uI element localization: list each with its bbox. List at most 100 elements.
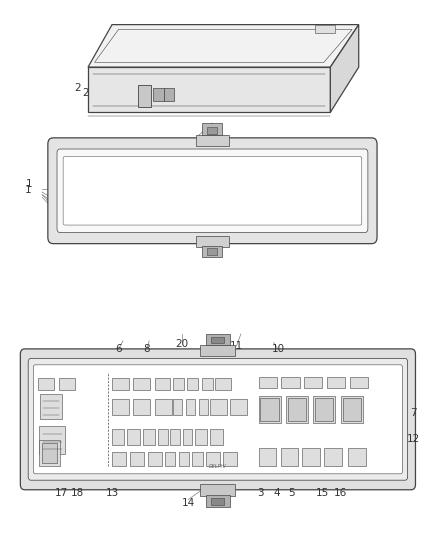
Polygon shape: [330, 25, 359, 112]
Bar: [211, 498, 224, 505]
Bar: [350, 376, 368, 388]
Text: 17: 17: [55, 489, 68, 498]
Bar: [211, 337, 224, 343]
Bar: [230, 399, 247, 415]
Bar: [315, 25, 335, 33]
Bar: [133, 399, 150, 415]
Text: 8: 8: [144, 344, 150, 354]
Bar: [282, 376, 300, 388]
Bar: [40, 393, 62, 419]
Bar: [39, 440, 60, 466]
Bar: [201, 378, 212, 390]
Bar: [206, 334, 230, 345]
Bar: [158, 429, 168, 445]
FancyBboxPatch shape: [63, 157, 362, 225]
Bar: [148, 451, 162, 466]
Text: 1: 1: [25, 185, 31, 196]
Text: 1: 1: [26, 179, 32, 189]
Text: 9: 9: [30, 418, 37, 429]
Bar: [304, 376, 322, 388]
Bar: [200, 345, 235, 357]
Bar: [155, 378, 170, 390]
Bar: [223, 451, 237, 466]
Polygon shape: [88, 25, 359, 67]
Bar: [348, 448, 366, 466]
FancyBboxPatch shape: [57, 149, 368, 232]
Text: 3: 3: [257, 489, 264, 498]
Bar: [259, 396, 281, 423]
Bar: [341, 396, 363, 423]
Bar: [199, 399, 208, 415]
Bar: [206, 495, 230, 507]
Bar: [59, 378, 75, 390]
Bar: [302, 448, 320, 466]
FancyBboxPatch shape: [28, 359, 408, 480]
Bar: [281, 448, 298, 466]
Bar: [173, 378, 184, 390]
Bar: [195, 429, 207, 445]
FancyBboxPatch shape: [33, 365, 403, 474]
Polygon shape: [88, 67, 330, 112]
Bar: [196, 135, 229, 146]
FancyBboxPatch shape: [48, 138, 377, 244]
Bar: [202, 246, 223, 257]
Bar: [164, 88, 174, 101]
Text: 10: 10: [272, 344, 285, 354]
Bar: [215, 378, 231, 390]
Text: 13: 13: [106, 489, 120, 498]
Bar: [38, 378, 54, 390]
Text: 19: 19: [38, 453, 51, 463]
Text: 7: 7: [410, 408, 417, 418]
Text: 12: 12: [406, 434, 420, 445]
Text: 2: 2: [74, 83, 81, 93]
Bar: [210, 429, 223, 445]
Bar: [179, 451, 189, 466]
Bar: [314, 398, 333, 421]
Bar: [206, 451, 220, 466]
Bar: [143, 429, 155, 445]
Bar: [165, 451, 176, 466]
Bar: [39, 426, 65, 454]
Bar: [183, 429, 192, 445]
Bar: [112, 429, 124, 445]
Bar: [324, 448, 342, 466]
Bar: [173, 399, 182, 415]
Bar: [200, 484, 235, 496]
Bar: [127, 429, 140, 445]
Text: 4: 4: [274, 489, 280, 498]
Bar: [130, 451, 144, 466]
Text: 16: 16: [334, 489, 347, 498]
Bar: [202, 124, 223, 135]
Bar: [196, 236, 229, 247]
Bar: [42, 443, 57, 463]
Text: 15: 15: [316, 489, 329, 498]
Text: 6: 6: [115, 344, 122, 354]
Bar: [259, 376, 277, 388]
Bar: [191, 451, 202, 466]
Bar: [112, 378, 129, 390]
Bar: [187, 378, 198, 390]
Text: 5: 5: [288, 489, 294, 498]
Text: 18: 18: [71, 489, 84, 498]
Text: DELPHI: DELPHI: [209, 464, 227, 469]
Bar: [343, 398, 361, 421]
Text: 20: 20: [175, 338, 188, 349]
Bar: [133, 378, 150, 390]
Bar: [112, 399, 129, 415]
Bar: [313, 396, 335, 423]
Text: 2: 2: [159, 158, 166, 168]
Bar: [288, 398, 306, 421]
Bar: [261, 398, 279, 421]
Bar: [207, 248, 217, 255]
Bar: [327, 376, 345, 388]
Text: 2: 2: [148, 161, 155, 171]
Text: 11: 11: [230, 341, 243, 351]
Bar: [286, 396, 307, 423]
Bar: [170, 429, 180, 445]
Bar: [210, 399, 227, 415]
Bar: [155, 399, 172, 415]
FancyBboxPatch shape: [20, 349, 416, 490]
Text: 14: 14: [182, 498, 195, 508]
Text: 2: 2: [82, 87, 89, 98]
Bar: [207, 127, 217, 134]
